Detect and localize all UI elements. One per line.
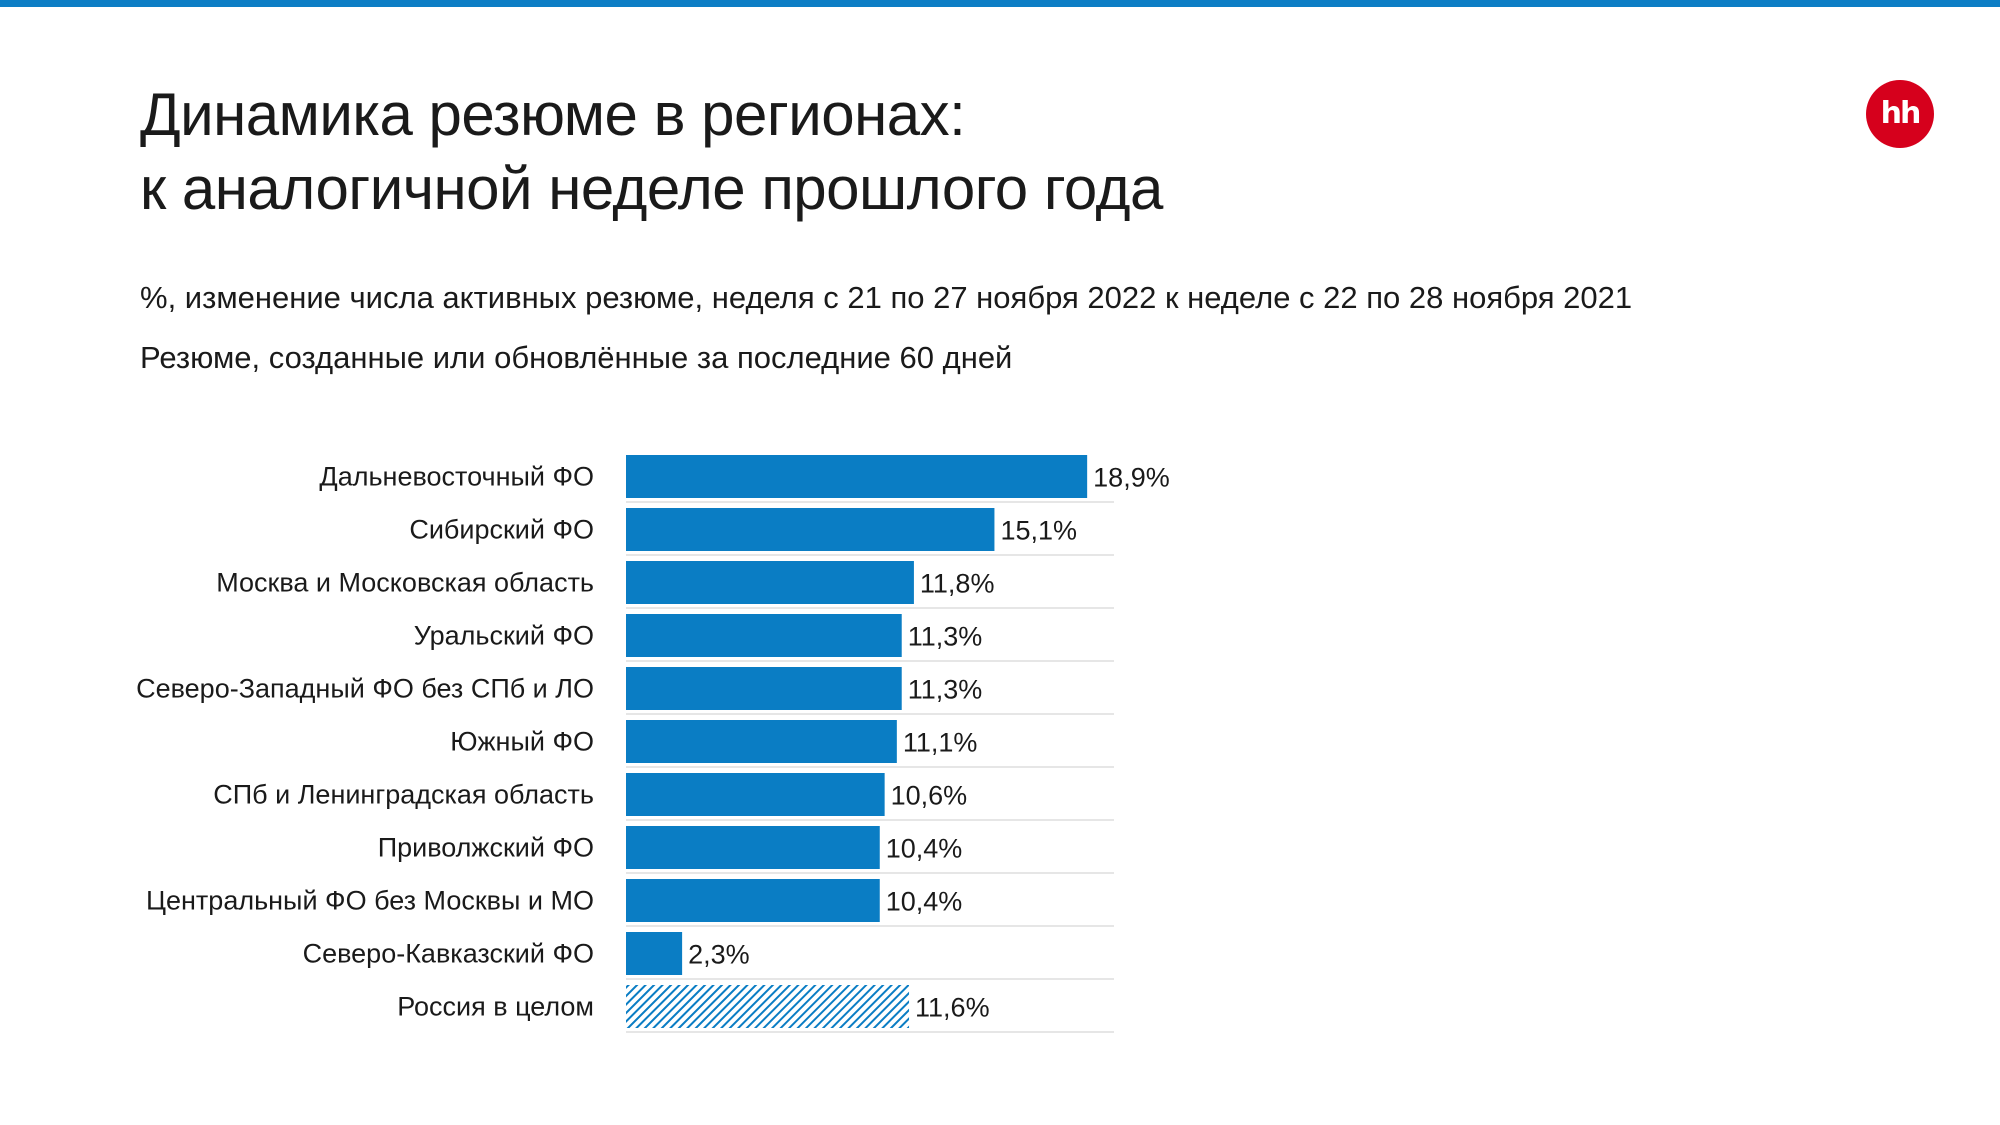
category-label: Центральный ФО без Москвы и МО	[146, 886, 594, 916]
bar-9	[626, 932, 683, 975]
category-label: Южный ФО	[450, 727, 594, 757]
category-label: Россия в целом	[397, 992, 594, 1022]
bar-7	[626, 826, 880, 869]
bar-3	[626, 614, 902, 657]
chart-subtitle: %, изменение числа активных резюме, неде…	[140, 280, 1633, 315]
bar-chart: Дальневосточный ФО 18,9% Сибирский ФО 15,1%…	[136, 455, 1170, 1033]
title-line-2: к аналогичной неделе прошлого года	[140, 155, 1163, 222]
value-label: 10,4%	[886, 834, 963, 864]
value-label: 15,1%	[1000, 516, 1077, 546]
top-accent-rule	[0, 0, 2000, 7]
bar-5	[626, 720, 897, 763]
hh-logo: hh	[1866, 80, 1934, 148]
value-label: 2,3%	[688, 940, 750, 970]
value-label: 11,1%	[903, 728, 978, 758]
value-label: 11,8%	[920, 569, 995, 599]
bar-10	[626, 985, 910, 1028]
value-label: 10,4%	[886, 887, 963, 917]
value-label: 11,6%	[915, 993, 990, 1023]
value-label: 11,3%	[908, 675, 983, 705]
value-label: 18,9%	[1093, 463, 1170, 493]
chart-note: Резюме, созданные или обновлённые за пос…	[140, 340, 1013, 375]
category-label: Сибирский ФО	[409, 515, 594, 545]
bar-1	[626, 508, 995, 551]
bar-0	[626, 455, 1088, 498]
category-label: Приволжский ФО	[378, 833, 594, 863]
bar-4	[626, 667, 902, 710]
category-label: Уральский ФО	[414, 621, 594, 651]
value-label: 10,6%	[891, 781, 968, 811]
title-line-1: Динамика резюме в регионах:	[140, 81, 966, 148]
value-label: 11,3%	[908, 622, 983, 652]
category-label: Дальневосточный ФО	[319, 462, 594, 492]
bar-2	[626, 561, 914, 604]
logo-text: hh	[1880, 95, 1922, 131]
bar-6	[626, 773, 885, 816]
bar-8	[626, 879, 880, 922]
page-title: Динамика резюме в регионах: к аналогично…	[140, 78, 1740, 226]
category-label: Москва и Московская область	[216, 568, 594, 598]
category-label: Северо-Кавказский ФО	[303, 939, 594, 969]
category-label: СПб и Ленинградская область	[213, 780, 594, 810]
category-label: Северо-Западный ФО без СПб и ЛО	[136, 674, 594, 704]
